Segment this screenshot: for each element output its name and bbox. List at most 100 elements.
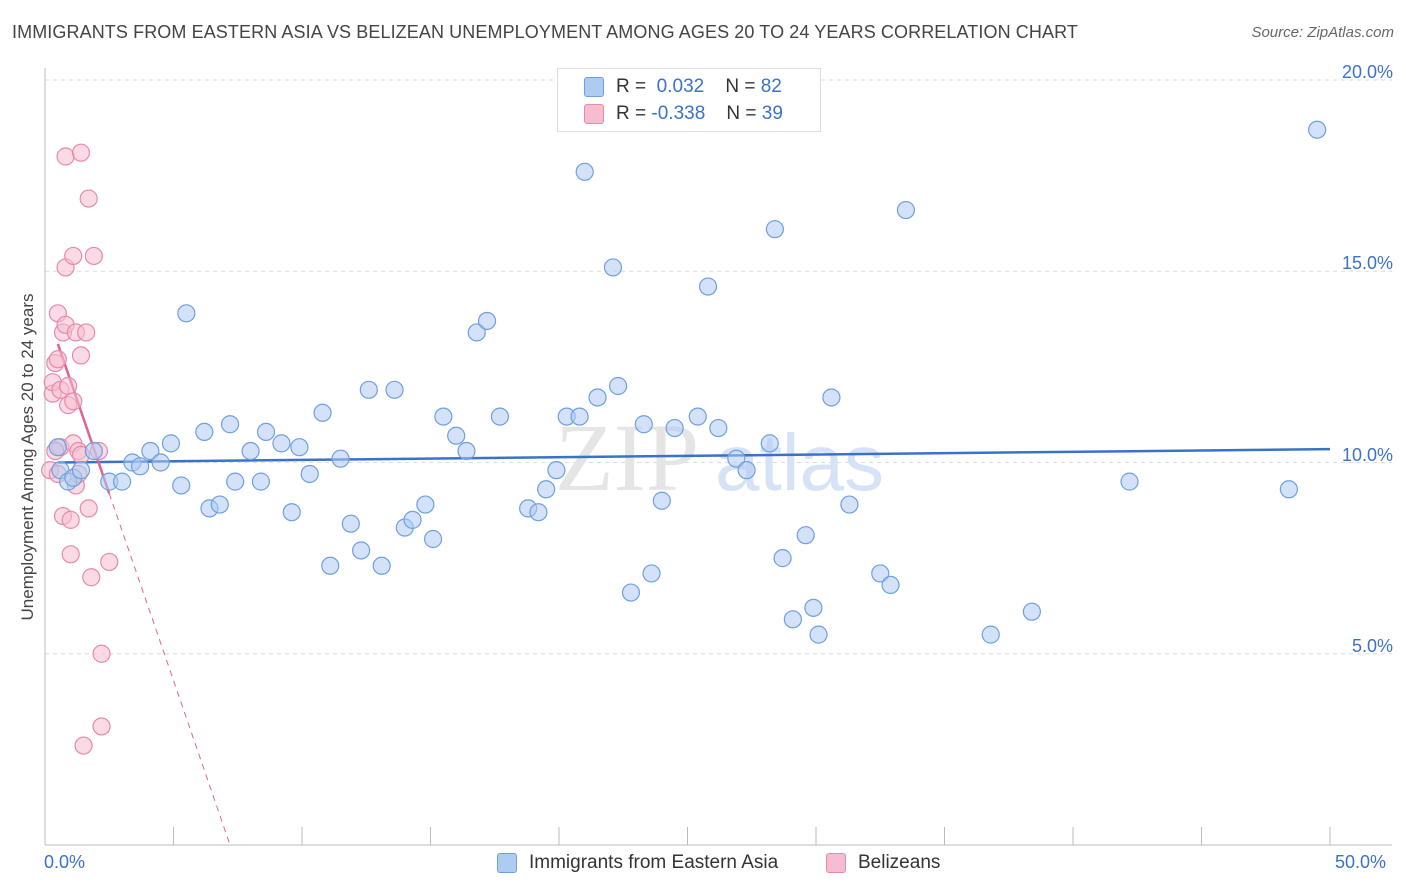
correlation-legend: R = 0.032 N = 82 R = -0.338 N = 39 [557,68,821,132]
point-eastern-asia-59 [688,407,707,426]
point-eastern-asia-74 [881,575,900,595]
legend-r-label: R = [616,76,647,97]
legend-swatch-eastern-asia [584,77,604,97]
grid-lines [45,79,1392,655]
point-eastern-asia-64 [760,434,779,453]
y-tick-label-20: 20.0% [1341,62,1393,82]
point-eastern-asia-16 [210,495,229,514]
point-belizeans-25 [71,346,91,365]
point-eastern-asia-63 [737,461,756,480]
point-eastern-asia-35 [403,510,422,529]
point-eastern-asia-26 [313,403,332,422]
point-eastern-asia-62 [727,449,746,468]
point-eastern-asia-69 [804,598,823,617]
point-belizeans-31 [82,568,101,587]
y-tick-label-10: 10.0% [1341,444,1393,465]
series-legend-eastern-asia[interactable]: Immigrants from Eastern Asia [497,852,778,874]
point-eastern-asia-31 [359,380,378,399]
point-eastern-asia-58 [665,418,684,438]
point-eastern-asia-3 [71,461,91,480]
legend-r-label: R = [616,103,647,124]
point-belizeans-18 [64,392,83,411]
point-eastern-asia-36 [416,495,435,514]
point-eastern-asia-78 [1120,472,1139,491]
point-eastern-asia-33 [385,380,404,399]
point-belizeans-27 [74,736,93,755]
point-eastern-asia-72 [840,495,859,514]
trend-line-belizeans [56,343,111,494]
point-eastern-asia-47 [547,461,566,480]
legend-n-value-eastern-asia: 82 [760,76,782,97]
point-eastern-asia-56 [642,564,661,583]
series-label-eastern-asia: Immigrants from Eastern Asia [529,852,779,873]
point-eastern-asia-37 [423,529,443,549]
point-eastern-asia-67 [783,610,802,629]
point-eastern-asia-30 [352,541,371,560]
x-tick-min: 0.0% [44,852,86,872]
point-eastern-asia-51 [588,388,607,407]
point-eastern-asia-25 [300,464,319,484]
legend-n-label: N = [725,76,756,97]
point-eastern-asia-39 [447,426,466,445]
point-belizeans-26 [71,143,91,162]
source-credit: Source: ZipAtlas.com [1251,24,1394,41]
point-eastern-asia-6 [112,472,132,491]
point-eastern-asia-81 [48,438,67,457]
point-eastern-asia-14 [195,422,214,441]
trend-line-eastern-asia [57,447,1331,464]
point-eastern-asia-28 [331,449,350,468]
point-eastern-asia-12 [172,476,191,495]
point-eastern-asia-23 [282,503,301,522]
point-eastern-asia-42 [477,311,497,331]
point-belizeans-28 [77,323,96,342]
point-eastern-asia-22 [272,434,291,453]
point-eastern-asia-19 [241,441,260,461]
legend-row-belizeans: R = -0.338 N = 39 [584,102,783,126]
point-eastern-asia-77 [1022,602,1041,621]
point-eastern-asia-45 [529,503,548,522]
point-eastern-asia-70 [809,625,828,644]
point-eastern-asia-8 [130,457,150,476]
point-eastern-asia-57 [652,491,671,510]
series-label-belizeans: Belizeans [858,852,941,873]
series-swatch-belizeans [826,853,846,873]
point-eastern-asia-41 [467,323,486,342]
point-eastern-asia-27 [321,556,340,575]
point-eastern-asia-10 [151,453,170,472]
point-eastern-asia-17 [220,415,240,434]
point-eastern-asia-29 [341,514,360,533]
series-legend-belizeans[interactable]: Belizeans [826,852,940,874]
point-belizeans-36 [100,552,119,572]
point-belizeans-17 [61,545,80,564]
legend-n-label: N = [726,103,757,124]
point-eastern-asia-55 [634,415,653,434]
point-eastern-asia-43 [490,407,509,426]
point-eastern-asia-76 [981,625,1000,644]
series-swatch-eastern-asia [497,853,517,873]
point-eastern-asia-40 [457,441,476,461]
trend-lines [56,343,1331,846]
point-eastern-asia-18 [226,472,245,491]
point-belizeans-29 [79,189,98,208]
point-eastern-asia-65 [765,220,784,239]
x-tick-max: 50.0% [1335,852,1387,872]
legend-row-eastern-asia: R = 0.032 N = 82 [584,75,782,99]
point-eastern-asia-52 [603,258,623,277]
y-tick-label-5: 5.0% [1351,635,1393,656]
point-eastern-asia-4 [84,441,103,461]
point-eastern-asia-53 [609,376,628,396]
point-eastern-asia-24 [290,438,309,457]
point-belizeans-16 [61,510,80,529]
point-eastern-asia-21 [256,422,276,441]
point-belizeans-34 [92,644,111,663]
point-eastern-asia-46 [537,480,556,499]
legend-n-value-belizeans: 39 [761,103,783,124]
point-belizeans-5 [48,350,67,369]
point-eastern-asia-71 [822,388,841,407]
legend-r-value-eastern-asia: 0.032 [656,76,705,97]
point-eastern-asia-73 [871,564,890,583]
point-eastern-asia-20 [251,472,270,491]
point-belizeans-32 [84,246,103,266]
axes [44,68,1392,846]
point-eastern-asia-79 [1279,480,1298,499]
